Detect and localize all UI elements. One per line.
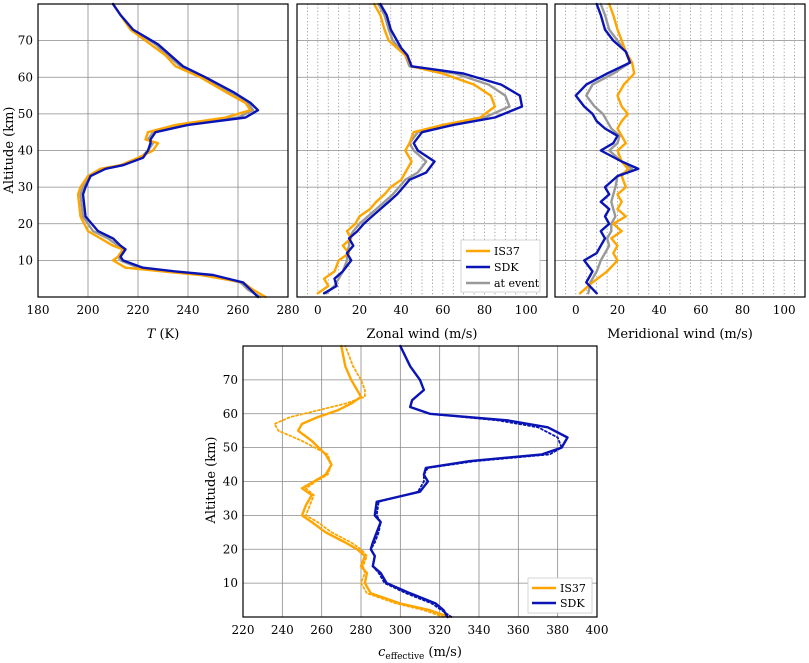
ceffective-grid [243,346,597,617]
y-tick-label: 30 [18,180,33,194]
x-tick-label: 40 [652,303,667,317]
x-tick-label: 260 [227,303,250,317]
legend-label-sdk: SDK [494,261,519,274]
y-tick-label: 50 [223,441,238,455]
legend-label-at-event: at event [494,277,540,290]
y-tick-label: 20 [223,542,238,556]
panel-zonal-wind: 0 20 40 60 80 100 Zonal wind (m/s) IS37 SDK a… [296,2,548,342]
ceffective-plot-frame [242,345,598,618]
y-tick-label: 60 [18,70,33,84]
series-line-sdk-dotted [369,345,563,618]
panel-meridional-wind: 0 20 40 60 80 100 Meridional wind (m/s) [554,2,806,342]
x-tick-label: 80 [735,303,750,317]
ceffective-series [273,344,569,619]
y-tick-label: 50 [18,107,33,121]
legend-label-sdk: SDK [560,597,585,610]
y-tick-label: 10 [223,576,238,590]
x-tick-label: 240 [177,303,200,317]
temperature-y-axis-title: Altitude (km) [2,106,17,194]
x-tick-label: 180 [27,303,50,317]
panel-ceffective: 220 240 260 280 300 320 340 360 380 400 10 20 30 40 50… [204,344,609,662]
zonal-wind-series [316,2,524,295]
x-tick-label: 360 [507,623,530,637]
legend-label-is37: IS37 [560,582,586,595]
x-tick-label: 100 [773,303,796,317]
zonal-wind-plot-frame [296,3,548,298]
series-line-is37-dotted [273,345,445,618]
zonal-wind-x-axis-title: Zonal wind (m/s) [367,327,478,342]
panel-temperature: 180 200 220 240 260 280 10 20 30 40 50 60 70 Altitud… [2,2,300,342]
x-tick-label: 340 [468,623,491,637]
meridional-wind-plot-frame [554,3,806,298]
y-tick-label: 10 [18,253,33,267]
y-tick-label: 20 [18,217,33,231]
x-tick-label: 400 [586,623,609,637]
zonal-wind-legend: IS37 SDK at event [460,239,541,293]
meridional-wind-series [574,2,640,295]
ceffective-y-axis-title: Altitude (km) [204,436,219,524]
x-tick-label: 220 [127,303,150,317]
temperature-x-axis-title: T (K) [147,327,180,342]
x-tick-label: 220 [232,623,255,637]
y-tick-label: 70 [18,34,33,48]
x-tick-label: 320 [428,623,451,637]
x-tick-label: 60 [435,303,450,317]
legend-label-is37: IS37 [494,245,520,258]
y-tick-label: 40 [223,475,238,489]
meridional-wind-x-axis-title: Meridional wind (m/s) [607,327,753,342]
x-tick-label: 0 [572,303,580,317]
legend-box [527,577,593,614]
x-tick-label: 200 [77,303,100,317]
series-line-is37 [296,344,451,619]
y-tick-label: 40 [18,144,33,158]
x-tick-label: 280 [350,623,373,637]
x-tick-label: 300 [389,623,412,637]
zonal-wind-tick-labels: 0 20 40 60 80 100 [314,303,538,317]
x-tick-label: 80 [477,303,492,317]
ceffective-tick-labels: 220 240 260 280 300 320 340 360 380 400 10 20 30 40 50… [223,373,609,637]
x-tick-label: 240 [271,623,294,637]
y-tick-label: 60 [223,407,238,421]
x-tick-label: 40 [394,303,409,317]
x-tick-label: 20 [610,303,625,317]
x-tick-label: 380 [546,623,569,637]
temperature-series [76,2,267,299]
y-tick-label: 70 [223,373,238,387]
x-tick-label: 260 [310,623,333,637]
x-tick-label: 280 [277,303,300,317]
series-line-sdk [322,2,524,295]
x-tick-label: 0 [314,303,322,317]
temperature-plot-frame [37,3,289,298]
ceffective-legend: IS37 SDK [527,577,593,614]
x-tick-label: 100 [515,303,538,317]
meridional-wind-tick-labels: 0 20 40 60 80 100 [572,303,796,317]
meridional-wind-grid [555,4,805,297]
y-tick-label: 30 [223,508,238,522]
series-line-sdk [574,2,640,295]
x-tick-label: 60 [693,303,708,317]
ceffective-x-axis-title: ceffective (m/s) [378,645,462,662]
temperature-tick-labels: 180 200 220 240 260 280 10 20 30 40 50 60 70 [18,34,300,317]
zonal-wind-grid [297,4,547,297]
x-tick-label: 20 [352,303,367,317]
series-line-sdk [81,2,260,299]
